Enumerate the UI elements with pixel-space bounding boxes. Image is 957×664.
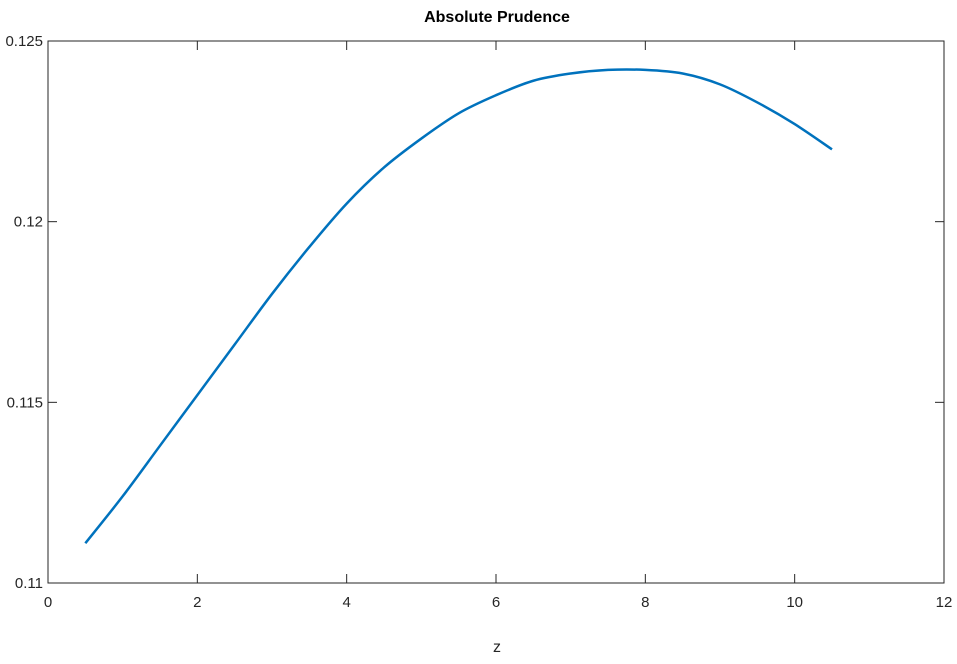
x-tick-label: 6: [492, 594, 500, 611]
x-axis-label: z: [493, 639, 501, 656]
x-tick-label: 8: [641, 594, 649, 611]
series-line: [84, 68, 833, 545]
plot-area-box: [47, 40, 945, 584]
series-layer: [84, 68, 833, 545]
x-tick-label: 0: [44, 594, 52, 611]
x-tick-label: 10: [786, 594, 803, 611]
x-tick-label: 4: [342, 594, 350, 611]
y-tick-label: 0.11: [15, 575, 43, 592]
axis-ticks: 0 2 4 6 8 10 12 0.11 0.115 0.12 0.125: [5, 33, 952, 611]
chart-title: Absolute Prudence: [424, 9, 570, 26]
x-tick-label: 12: [936, 594, 953, 611]
y-tick-label: 0.115: [7, 394, 43, 411]
y-tick-label: 0.125: [5, 33, 43, 50]
y-tick-label: 0.12: [14, 214, 43, 231]
x-tick-label: 2: [193, 594, 201, 611]
